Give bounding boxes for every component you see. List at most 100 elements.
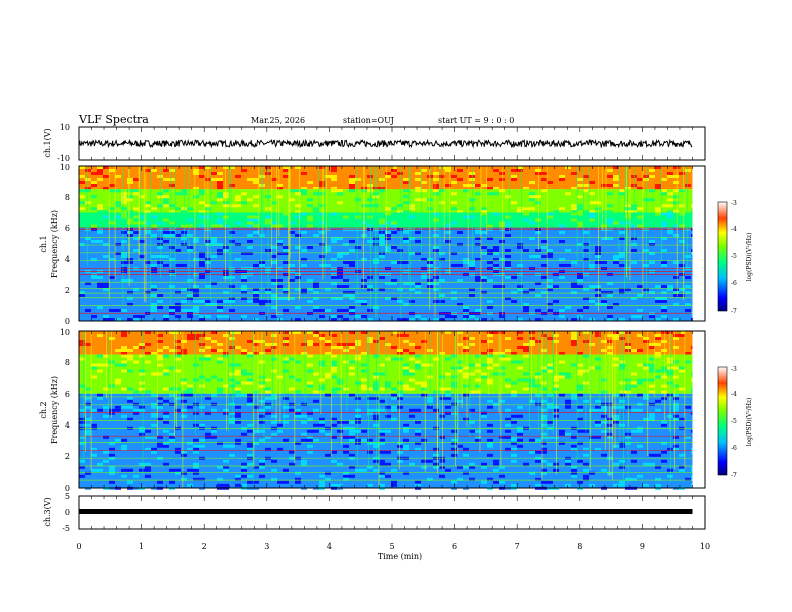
spectrogram-cell [235, 237, 241, 240]
spectrogram-cell [625, 210, 631, 214]
ch1-cb-label: log(PSD)(V²/Hz) [746, 233, 753, 282]
spectrogram-cell [499, 175, 505, 178]
spectrogram-cell [193, 408, 199, 412]
spectrogram-cell [631, 399, 637, 403]
spectrogram-cell [529, 340, 535, 343]
spectrogram-cell [469, 175, 475, 178]
spectrogram-cell [445, 349, 451, 352]
spectrogram-cell [631, 423, 637, 427]
spectrogram-cell [673, 294, 679, 297]
spectrogram-cell [175, 234, 181, 237]
spectrogram-cell [637, 294, 643, 297]
spectrogram-cell [313, 331, 319, 334]
spectrogram-cell [217, 218, 223, 222]
spectrogram-cell [247, 215, 253, 219]
spectrogram-cell [445, 405, 451, 409]
spectrogram-cell [667, 192, 673, 196]
spectrogram-cell [583, 297, 589, 300]
spectrogram-cell [319, 465, 325, 469]
spectrogram-cell [469, 337, 475, 340]
spectrogram-cell [295, 477, 301, 481]
spectrogram-cell [415, 441, 421, 445]
spectrogram-cell [361, 297, 367, 300]
spectrogram-cell [79, 195, 85, 199]
spectrogram-cell [391, 393, 397, 397]
spectrogram-cell [451, 172, 457, 175]
spectrogram-cell [115, 318, 121, 321]
spectrogram-cell [409, 468, 415, 472]
spectrogram-cell [313, 390, 319, 394]
spectrogram-cell [151, 169, 157, 172]
spectrogram-cell [433, 346, 439, 349]
spectrogram-cell [457, 399, 463, 403]
spectrogram-cell [139, 408, 145, 412]
spectrogram-cell [217, 387, 223, 391]
spectrogram-cell [565, 255, 571, 258]
spectrogram-cell [193, 261, 199, 264]
spectrogram-cell [361, 303, 367, 306]
spectrogram-cell [217, 172, 223, 175]
spectrogram-cell [193, 258, 199, 261]
spectrogram-cell [445, 204, 451, 208]
spectrogram-cell [253, 297, 259, 300]
spectrogram-cell [499, 331, 505, 334]
spectrogram-cell [223, 417, 229, 421]
spectrogram-cell [163, 204, 169, 208]
spectrogram-cell [391, 346, 397, 349]
spectrogram-cell [223, 453, 229, 457]
spectrogram-cell [577, 387, 583, 391]
spectrogram-cell [97, 178, 103, 181]
spectrogram-cell [445, 166, 451, 169]
spectrogram-cell [511, 309, 517, 312]
spectrogram-cell [583, 453, 589, 457]
spectrogram-cell [397, 334, 403, 337]
spectrogram-cell [289, 288, 295, 291]
spectrogram-cell [241, 306, 247, 309]
spectrogram-cell [445, 352, 451, 355]
spectrogram-cell [223, 468, 229, 472]
spectrogram-cell [451, 480, 457, 484]
spectrogram-cell [133, 249, 139, 252]
spectrogram-cell [535, 309, 541, 312]
spectrogram-cell [685, 181, 691, 184]
spectrogram-cell [391, 282, 397, 285]
spectrogram-cell [679, 240, 685, 243]
spectrogram-cell [451, 429, 457, 433]
spectrogram-cell [559, 218, 565, 222]
spectrogram-cell [667, 252, 673, 255]
spectrogram-cell [367, 340, 373, 343]
spectrogram-cell [127, 357, 133, 361]
spectrogram-cell [133, 172, 139, 175]
spectrogram-cell [79, 291, 85, 294]
spectrogram-cell [229, 261, 235, 264]
spectrogram-cell [415, 246, 421, 249]
spectrogram-cell [499, 221, 505, 225]
spectrogram-cell [253, 224, 259, 228]
spectrogram-cell [277, 447, 283, 451]
spectrogram-cell [547, 309, 553, 312]
spectrogram-cell [121, 369, 127, 373]
spectrogram-cell [97, 393, 103, 397]
spectrogram-cell [529, 282, 535, 285]
spectrogram-cell [181, 384, 187, 388]
spectrogram-cell [613, 384, 619, 388]
spectrogram-cell [211, 429, 217, 433]
spectrogram-cell [547, 420, 553, 424]
spectrogram-cell [511, 357, 517, 361]
spectrogram-cell [109, 300, 115, 303]
spectrogram-cell [619, 360, 625, 364]
spectrogram-cell [529, 237, 535, 240]
spectrogram-cell [151, 450, 157, 454]
spectrogram-cell [355, 184, 361, 187]
spectrogram-cell [301, 291, 307, 294]
spectrogram-cell [475, 438, 481, 442]
spectrogram-cell [661, 435, 667, 439]
spectrogram-cell [391, 252, 397, 255]
spectrogram-cell [169, 468, 175, 472]
spectrogram-cell [163, 234, 169, 237]
spectrogram-cell [505, 405, 511, 409]
spectrogram-cell [373, 204, 379, 208]
spectrogram-cell [673, 234, 679, 237]
spectrogram-cell [217, 187, 223, 190]
spectrogram-cell [559, 315, 565, 318]
